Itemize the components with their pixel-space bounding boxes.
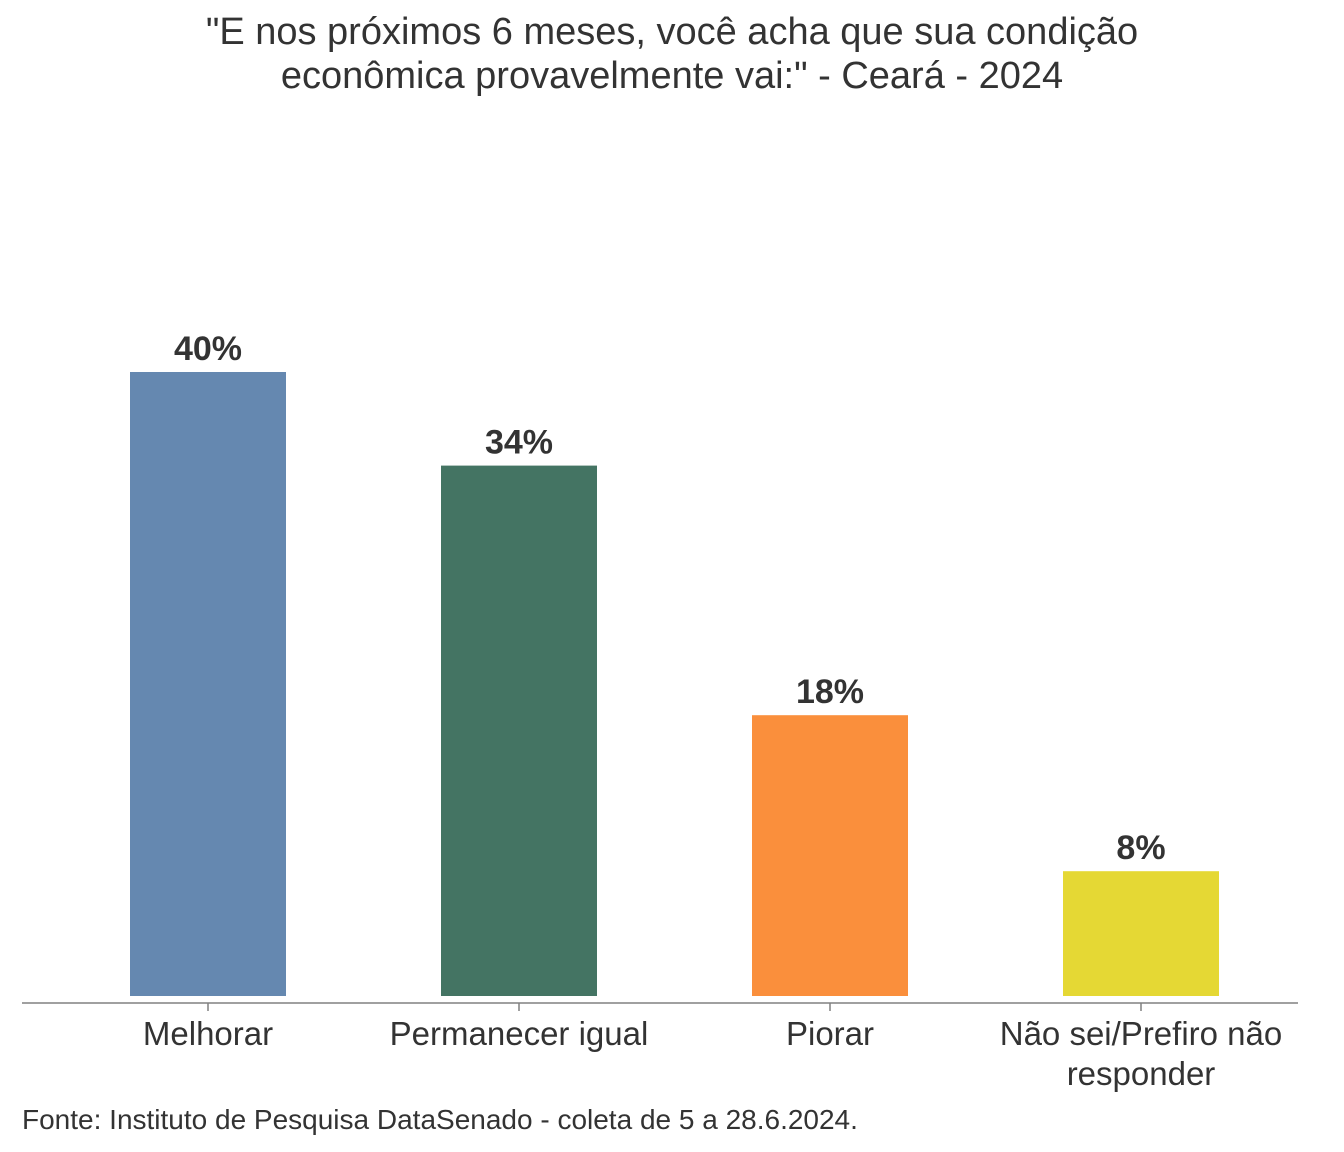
x-tick-label-line: Não sei/Prefiro não xyxy=(1000,1015,1282,1052)
chart-title-line-1: "E nos próximos 6 meses, você acha que s… xyxy=(205,11,1139,53)
x-tick-label-line: Melhorar xyxy=(143,1015,273,1052)
chart-title-line-2: econômica provavelmente vai:" - Ceará - … xyxy=(280,55,1064,97)
bar-value-label: 18% xyxy=(796,673,864,711)
bar-value-label: 34% xyxy=(485,424,553,462)
bars-group: 40% 34% 18% 8% xyxy=(130,330,1219,997)
x-tick-label: Permanecer igual xyxy=(390,1015,649,1052)
source-note: Fonte: Instituto de Pesquisa DataSenado … xyxy=(22,1104,858,1135)
x-tick-label: Piorar xyxy=(786,1015,874,1052)
bar-value-label: 40% xyxy=(174,330,242,368)
x-tick-label-line: Permanecer igual xyxy=(390,1015,649,1052)
bar xyxy=(130,372,286,996)
x-tick-label-line: responder xyxy=(1067,1055,1216,1092)
bar xyxy=(1063,871,1219,996)
bar xyxy=(752,715,908,996)
x-tick-label: Melhorar xyxy=(143,1015,273,1052)
bar-value-label: 8% xyxy=(1116,829,1165,867)
x-tick-label: Não sei/Prefiro não responder xyxy=(1000,1015,1282,1092)
x-axis: Melhorar Permanecer igual Piorar Não sei/Pr… xyxy=(22,1002,1298,1092)
chart-title: "E nos próximos 6 meses, você acha que s… xyxy=(0,10,1344,98)
x-tick-label-line: Piorar xyxy=(786,1015,874,1052)
bar xyxy=(441,465,597,997)
